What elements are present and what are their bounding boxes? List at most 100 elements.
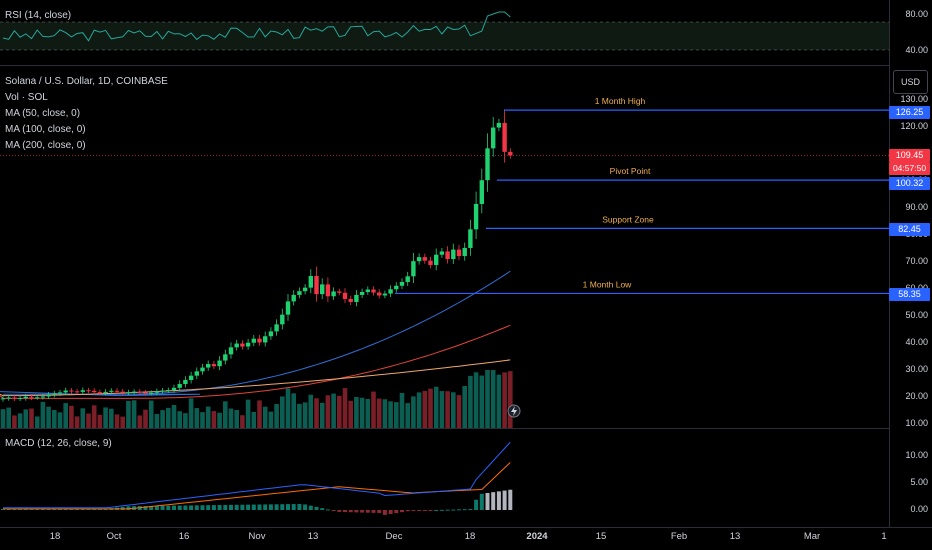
volume-bar bbox=[34, 416, 40, 428]
candle-body bbox=[6, 397, 11, 399]
macd-histogram-bar bbox=[354, 510, 359, 513]
volume-bar bbox=[97, 414, 103, 428]
rsi-tick: 80.00 bbox=[905, 9, 928, 19]
countdown-tag: 04:57:50 bbox=[889, 162, 930, 175]
price-tick: 20.00 bbox=[905, 391, 928, 401]
volume-bar bbox=[422, 390, 428, 428]
macd-histogram-bar bbox=[405, 510, 410, 512]
support-tag: 82.45 bbox=[889, 223, 930, 236]
volume-bar bbox=[268, 411, 274, 428]
candle-body bbox=[285, 301, 291, 315]
macd-histogram-bar bbox=[388, 510, 393, 514]
candle-body bbox=[171, 387, 177, 390]
currency-button[interactable]: USD bbox=[893, 70, 928, 94]
candle-body bbox=[302, 287, 308, 292]
volume-bar bbox=[411, 396, 416, 428]
candle-body bbox=[69, 390, 74, 392]
price-chart[interactable]: 1 Month High Pivot Point Support Zone 1 Mon… bbox=[0, 66, 889, 428]
volume-bar bbox=[86, 413, 91, 428]
volume-bar bbox=[234, 410, 239, 428]
volume-bar bbox=[171, 404, 177, 428]
macd-histogram-bar bbox=[240, 504, 245, 510]
macd-histogram-bar bbox=[1, 508, 5, 510]
macd-histogram-bar bbox=[348, 510, 353, 513]
indicator-volume[interactable]: Vol · SOL bbox=[5, 92, 48, 103]
macd-histogram-bar bbox=[211, 505, 216, 510]
volume-bar bbox=[91, 405, 97, 428]
volume-bar bbox=[183, 413, 188, 428]
macd-histogram-bar bbox=[485, 492, 490, 510]
macd-histogram-bar bbox=[251, 504, 256, 510]
one-month-high-tag: 126.25 bbox=[889, 106, 930, 119]
candle-body bbox=[74, 391, 80, 393]
volume-bar bbox=[456, 395, 462, 428]
time-axis-label: Oct bbox=[106, 531, 122, 542]
candle-body bbox=[411, 261, 416, 277]
macd-histogram-bar bbox=[491, 492, 496, 510]
time-axis-label: Feb bbox=[670, 531, 688, 542]
rsi-tick: 40.00 bbox=[905, 45, 928, 55]
macd-histogram-bar bbox=[46, 508, 51, 510]
candle-body bbox=[17, 398, 23, 400]
symbol-title[interactable]: Solana / U.S. Dollar, 1D, COINBASE bbox=[5, 76, 168, 87]
pane-separator[interactable] bbox=[0, 428, 932, 429]
candle-body bbox=[23, 396, 28, 399]
candle-body bbox=[320, 284, 325, 295]
price-tick: 70.00 bbox=[905, 256, 928, 266]
time-axis-label: 1 bbox=[881, 531, 887, 542]
candle-body bbox=[160, 390, 165, 392]
candle-body bbox=[365, 289, 370, 292]
macd-histogram-bar bbox=[462, 509, 467, 511]
candle-body bbox=[291, 294, 296, 302]
volume-bar bbox=[57, 412, 63, 428]
candle-body bbox=[348, 298, 353, 302]
volume-bar bbox=[496, 374, 502, 428]
macd-histogram-bar bbox=[69, 508, 74, 510]
macd-histogram-bar bbox=[6, 508, 11, 510]
volume-bar bbox=[405, 403, 410, 428]
macd-histogram-bar bbox=[274, 504, 279, 510]
macd-histogram-bar bbox=[223, 504, 228, 510]
ma200-line bbox=[0, 359, 511, 397]
volume-bar bbox=[348, 400, 353, 428]
macd-tick: 0.00 bbox=[910, 504, 928, 514]
volume-bar bbox=[69, 405, 74, 428]
macd-histogram-bar bbox=[126, 506, 131, 510]
candle-body bbox=[228, 347, 234, 355]
price-axis[interactable] bbox=[889, 0, 932, 527]
time-axis-label: 18 bbox=[464, 531, 476, 542]
price-tick: 120.00 bbox=[900, 121, 928, 131]
indicator-ma200[interactable]: MA (200, close, 0) bbox=[5, 140, 86, 151]
volume-bar bbox=[52, 410, 57, 428]
candle-body bbox=[257, 338, 262, 343]
candle-body bbox=[314, 276, 319, 295]
volume-bar bbox=[200, 412, 205, 428]
candle-body bbox=[109, 390, 114, 392]
volume-bar bbox=[433, 386, 439, 428]
pane-separator[interactable] bbox=[0, 65, 932, 66]
time-axis-label: 18 bbox=[49, 531, 61, 542]
macd-label[interactable]: MACD (12, 26, close, 9) bbox=[5, 438, 112, 449]
volume-bar bbox=[80, 408, 86, 428]
volume-bar bbox=[0, 409, 6, 428]
candle-body bbox=[297, 291, 302, 295]
candle-body bbox=[57, 392, 63, 394]
time-axis-label: 16 bbox=[178, 531, 190, 542]
indicator-ma50[interactable]: MA (50, close, 0) bbox=[5, 108, 81, 119]
macd-histogram-bar bbox=[468, 509, 473, 511]
macd-histogram-bar bbox=[457, 509, 461, 511]
macd-histogram-bar bbox=[160, 505, 165, 510]
volume-bar bbox=[154, 413, 160, 428]
candle-body bbox=[183, 379, 188, 385]
macd-histogram-bar bbox=[474, 499, 479, 510]
volume-bar bbox=[177, 411, 182, 428]
candle-body bbox=[308, 276, 313, 288]
volume-bar bbox=[262, 406, 268, 428]
rsi-label: RSI (14, close) bbox=[5, 10, 72, 21]
indicator-ma100[interactable]: MA (100, close, 0) bbox=[5, 124, 86, 135]
volume-bar bbox=[245, 399, 251, 428]
macd-histogram-bar bbox=[63, 508, 68, 510]
macd-histogram-bar bbox=[103, 508, 108, 510]
volume-bar bbox=[46, 406, 51, 428]
time-axis-label: 2024 bbox=[526, 531, 548, 542]
